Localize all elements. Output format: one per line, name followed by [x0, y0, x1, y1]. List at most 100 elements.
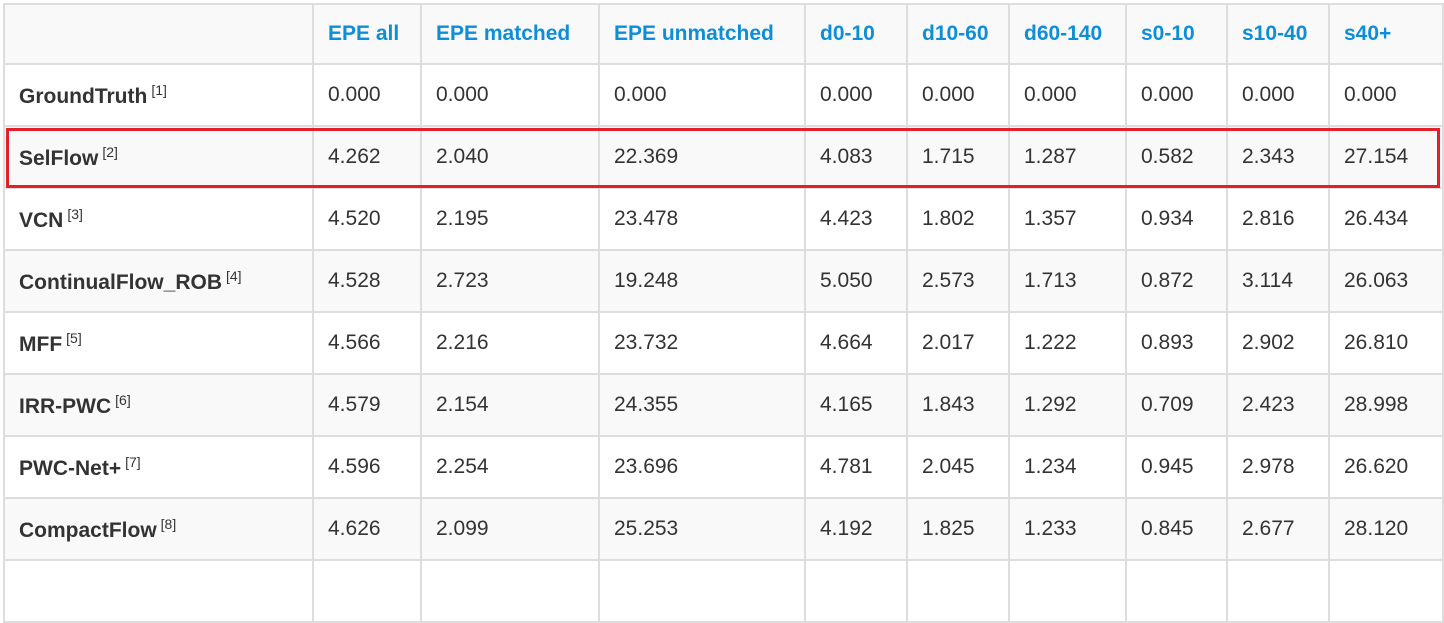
value-cell: 2.154 [420, 373, 600, 437]
empty-cell [804, 559, 908, 623]
value-cell: 2.045 [906, 435, 1010, 499]
method-name: VCN [19, 208, 64, 232]
empty-cell [1008, 559, 1127, 623]
value-cell: 5.050 [804, 249, 908, 313]
value-cell: 2.017 [906, 311, 1010, 375]
table-row: GroundTruth [1] 0.000 0.000 0.000 0.000 0.000 0… [3, 63, 1444, 127]
empty-cell [3, 559, 314, 623]
method-name-cell: IRR-PWC [6] [3, 373, 314, 437]
reference-link[interactable]: [3] [67, 205, 83, 222]
column-header[interactable]: d0-10 [804, 3, 908, 65]
value-cell: 28.120 [1328, 497, 1444, 561]
column-header[interactable]: EPE all [312, 3, 422, 65]
value-cell: 4.423 [804, 187, 908, 251]
value-cell: 2.573 [906, 249, 1010, 313]
column-header[interactable]: s0-10 [1125, 3, 1228, 65]
results-table: EPE all EPE matched EPE unmatched d0-10 d10-… [3, 3, 1444, 623]
method-name-cell: GroundTruth [1] [3, 63, 314, 127]
empty-cell [1328, 559, 1444, 623]
value-cell: 2.216 [420, 311, 600, 375]
value-cell: 1.233 [1008, 497, 1127, 561]
value-cell: 26.620 [1328, 435, 1444, 499]
value-cell: 0.934 [1125, 187, 1228, 251]
method-name: CompactFlow [19, 518, 157, 542]
column-header[interactable]: EPE matched [420, 3, 600, 65]
method-name-cell: MFF [5] [3, 311, 314, 375]
column-header[interactable]: EPE unmatched [598, 3, 806, 65]
reference-link[interactable]: [7] [125, 453, 141, 470]
value-cell: 0.000 [1008, 63, 1127, 127]
method-name-cell: PWC-Net+ [7] [3, 435, 314, 499]
value-cell: 4.626 [312, 497, 422, 561]
value-cell: 1.802 [906, 187, 1010, 251]
table-row: MFF [5] 4.566 2.216 23.732 4.664 2.017 1.222 0.8… [3, 311, 1444, 375]
value-cell: 0.709 [1125, 373, 1228, 437]
column-header[interactable]: d60-140 [1008, 3, 1127, 65]
value-cell: 1.713 [1008, 249, 1127, 313]
value-cell: 3.114 [1226, 249, 1330, 313]
value-cell: 1.357 [1008, 187, 1127, 251]
table-row: ContinualFlow_ROB [4] 4.528 2.723 19.248 5.05… [3, 249, 1444, 313]
reference-link[interactable]: [5] [66, 329, 82, 346]
empty-cell [420, 559, 600, 623]
reference-link[interactable]: [4] [226, 267, 242, 284]
value-cell: 1.222 [1008, 311, 1127, 375]
value-cell: 1.843 [906, 373, 1010, 437]
value-cell: 0.872 [1125, 249, 1228, 313]
table-row: SelFlow [2] 4.262 2.040 22.369 4.083 1.715 1.28… [3, 125, 1444, 189]
value-cell: 2.040 [420, 125, 600, 189]
table-row [3, 559, 1444, 623]
column-header[interactable] [3, 3, 314, 65]
value-cell: 4.579 [312, 373, 422, 437]
empty-cell [1226, 559, 1330, 623]
value-cell: 19.248 [598, 249, 806, 313]
reference-link[interactable]: [2] [102, 143, 118, 160]
reference-link[interactable]: [6] [115, 391, 131, 408]
value-cell: 0.000 [598, 63, 806, 127]
value-cell: 26.063 [1328, 249, 1444, 313]
value-cell: 2.254 [420, 435, 600, 499]
value-cell: 4.528 [312, 249, 422, 313]
value-cell: 4.083 [804, 125, 908, 189]
value-cell: 0.000 [312, 63, 422, 127]
column-header[interactable]: s10-40 [1226, 3, 1330, 65]
value-cell: 0.000 [420, 63, 600, 127]
value-cell: 2.343 [1226, 125, 1330, 189]
value-cell: 25.253 [598, 497, 806, 561]
method-name: SelFlow [19, 146, 99, 170]
value-cell: 1.287 [1008, 125, 1127, 189]
value-cell: 4.165 [804, 373, 908, 437]
table-row: IRR-PWC [6] 4.579 2.154 24.355 4.165 1.843 1.29… [3, 373, 1444, 437]
value-cell: 2.978 [1226, 435, 1330, 499]
value-cell: 22.369 [598, 125, 806, 189]
method-name: IRR-PWC [19, 394, 112, 418]
reference-link[interactable]: [8] [160, 515, 177, 532]
value-cell: 2.902 [1226, 311, 1330, 375]
value-cell: 0.000 [906, 63, 1010, 127]
value-cell: 1.825 [906, 497, 1010, 561]
value-cell: 23.696 [598, 435, 806, 499]
value-cell: 2.723 [420, 249, 600, 313]
empty-cell [598, 559, 806, 623]
value-cell: 0.845 [1125, 497, 1228, 561]
method-name-cell: VCN [3] [3, 187, 314, 251]
table-row: CompactFlow [8] 4.626 2.099 25.253 4.192 1.825… [3, 497, 1444, 561]
column-header[interactable]: s40+ [1328, 3, 1444, 65]
column-header[interactable]: d10-60 [906, 3, 1010, 65]
value-cell: 0.000 [1125, 63, 1228, 127]
header-row: EPE all EPE matched EPE unmatched d0-10 d10-… [3, 3, 1444, 65]
value-cell: 2.423 [1226, 373, 1330, 437]
value-cell: 24.355 [598, 373, 806, 437]
method-name: MFF [19, 332, 63, 356]
reference-link[interactable]: [1] [151, 81, 167, 98]
empty-cell [312, 559, 422, 623]
value-cell: 2.099 [420, 497, 600, 561]
value-cell: 4.520 [312, 187, 422, 251]
value-cell: 1.234 [1008, 435, 1127, 499]
value-cell: 23.478 [598, 187, 806, 251]
value-cell: 0.000 [804, 63, 908, 127]
value-cell: 4.781 [804, 435, 908, 499]
method-name: PWC-Net+ [19, 456, 122, 480]
empty-cell [1125, 559, 1228, 623]
value-cell: 4.192 [804, 497, 908, 561]
